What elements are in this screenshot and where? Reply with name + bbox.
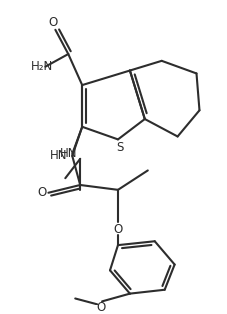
Text: O: O xyxy=(96,301,105,314)
Text: H₂N: H₂N xyxy=(30,60,52,73)
Text: HN: HN xyxy=(60,148,77,160)
Text: HN: HN xyxy=(49,149,67,162)
Text: O: O xyxy=(49,15,58,29)
Text: O: O xyxy=(38,186,47,199)
Text: S: S xyxy=(116,141,123,154)
Text: O: O xyxy=(113,223,122,236)
